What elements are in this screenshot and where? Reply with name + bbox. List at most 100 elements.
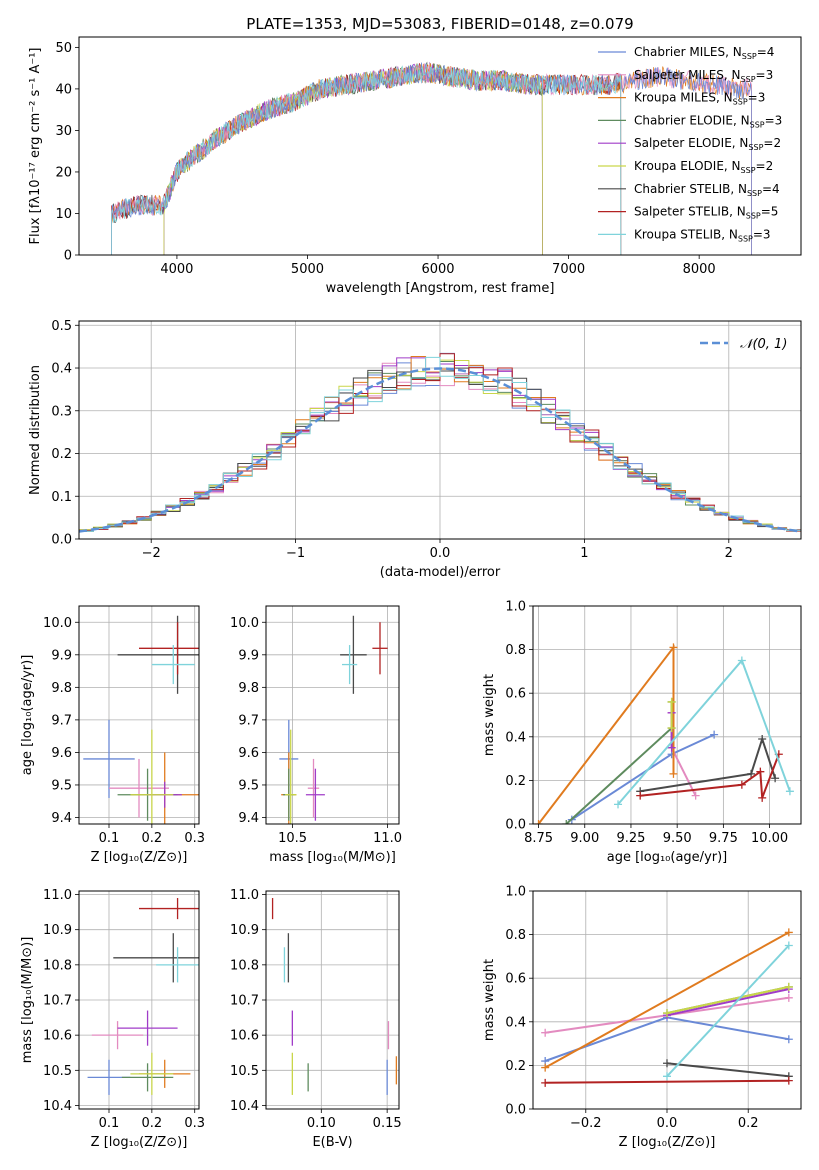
- weight-point-marker: [667, 697, 676, 706]
- weight-point-marker: [758, 793, 767, 802]
- y-tick-label: 0.8: [505, 643, 526, 658]
- legend-label-main: Kroupa STELIB, N: [634, 227, 738, 241]
- y-tick-label: 0.8: [505, 928, 526, 943]
- legend-entry-8: Kroupa STELIB, NSSP=3: [598, 227, 771, 243]
- weight-point-marker: [784, 928, 793, 937]
- data-point: [305, 768, 325, 821]
- y-tick-label: 0.0: [505, 818, 526, 833]
- x-axis-label: Z [log₁₀(Z/Z⊙)]: [619, 1135, 716, 1150]
- weight-series-line: [544, 931, 790, 1069]
- legend-label-end: =2: [763, 136, 781, 150]
- plot-area-age_vs_Z: [83, 615, 199, 824]
- y-axis-label: Flux [fλ10⁻¹⁷ erg cm⁻² s⁻¹ A⁻¹]: [28, 48, 43, 245]
- y-axis-label: age [log₁₀(age/yr)]: [20, 655, 35, 776]
- weight-series-line: [666, 988, 790, 1017]
- weight-point-marker: [784, 1035, 793, 1044]
- weight-point-marker: [785, 787, 794, 796]
- weight-point-marker: [691, 791, 700, 800]
- data-point: [117, 1010, 178, 1046]
- y-tick-label: 0.0: [505, 1103, 526, 1118]
- legend-label-end: =4: [762, 182, 780, 196]
- legend-label: Salpeter ELODIE, NSSP=2: [634, 136, 781, 152]
- legend-label-end: =3: [753, 227, 771, 241]
- y-tick-label: 9.6: [238, 746, 259, 761]
- axes-frame: [532, 605, 802, 825]
- y-tick-label: 0.6: [505, 972, 526, 987]
- weight-point-marker: [663, 1009, 671, 1018]
- x-tick-label: 0.2: [738, 1116, 759, 1131]
- plot-area-mass_vs_Z: [87, 898, 199, 1095]
- panel-age_vs_mass: 10.5 11.0 9.4 9.5 9.6 9.7 9.8 9.9 10.0 mass [log₁…: [230, 605, 402, 865]
- weight-point-marker: [771, 774, 780, 783]
- x-tick-label: 0.3: [184, 1116, 205, 1131]
- y-tick-label: 9.7: [238, 713, 259, 728]
- legend-label: Kroupa MILES, NSSP=3: [634, 91, 765, 107]
- histogram-8: [79, 356, 801, 539]
- y-tick-label: 0: [64, 249, 72, 264]
- y-tick-label: 9.9: [238, 648, 259, 663]
- data-point: [151, 645, 195, 685]
- y-tick-label: 9.5: [238, 778, 259, 793]
- y-tick-label: 10.9: [43, 923, 72, 938]
- data-point: [113, 933, 199, 983]
- weight-point-marker: [667, 743, 676, 752]
- x-axis-label: (data-model)/error: [380, 565, 501, 580]
- y-tick-label: 0.4: [505, 1015, 526, 1030]
- data-point: [156, 947, 199, 983]
- x-axis-label: age [log₁₀(age/yr)]: [607, 850, 728, 865]
- weight-series-line: [571, 733, 715, 821]
- legend-entry-1: Salpeter MILES, NSSP=3: [598, 68, 773, 84]
- residual-legend: 𝒩(0, 1): [700, 337, 787, 352]
- y-axis-label: mass [log₁₀(M/M⊙)]: [20, 937, 35, 1064]
- weight-point-marker: [756, 767, 765, 776]
- weight-series-line: [640, 735, 777, 793]
- legend-entry-0: Chabrier MILES, NSSP=4: [598, 45, 774, 61]
- legend-label-sub: SSP: [738, 234, 753, 243]
- legend-label-main: Chabrier MILES, N: [634, 45, 742, 59]
- y-tick-label: 10.6: [230, 1029, 259, 1044]
- weight-point-marker: [541, 1078, 550, 1087]
- data-point: [139, 622, 199, 675]
- y-tick-label: 9.7: [51, 713, 72, 728]
- spectrum-line-4: [163, 61, 543, 255]
- weight-point-marker: [669, 643, 678, 652]
- weight-series-line: [666, 985, 790, 1015]
- panel-weight_vs_Z: −0.2 0.0 0.2 0.0 0.2 0.4 0.6 0.8 1.0 Z [log₁₀(Z/Z…: [482, 885, 802, 1150]
- x-tick-label: 0.0: [430, 546, 451, 561]
- y-tick-label: 9.5: [51, 778, 72, 793]
- y-axis-label: mass weight: [482, 674, 497, 756]
- weight-point-marker: [663, 1072, 671, 1081]
- x-tick-label: 0.2: [142, 1116, 163, 1131]
- y-tick-label: 50: [55, 41, 72, 56]
- plot-area-spectrum: [111, 61, 752, 255]
- data-point: [130, 729, 174, 824]
- legend-label: 𝒩(0, 1): [740, 337, 787, 352]
- weight-point-marker: [534, 820, 543, 824]
- weight-point-marker: [541, 1063, 550, 1072]
- y-tick-label: 10.9: [230, 923, 259, 938]
- legend-label-end: =5: [761, 205, 779, 219]
- spectrum-line-8: [111, 63, 622, 255]
- y-tick-label: 9.8: [238, 681, 259, 696]
- y-tick-label: 10.4: [43, 1099, 72, 1114]
- weight-series-line: [617, 658, 791, 806]
- legend-label-sub: SSP: [741, 75, 756, 84]
- x-axis-label: mass [log₁₀(M/M⊙)]: [269, 850, 396, 865]
- weight-point-marker: [541, 1028, 550, 1037]
- weight-point-marker: [636, 791, 645, 800]
- y-tick-label: 10.6: [43, 1029, 72, 1044]
- y-tick-label: 10.7: [230, 994, 259, 1009]
- y-tick-label: 0.4: [505, 730, 526, 745]
- weight-point-marker: [663, 1059, 671, 1068]
- x-tick-label: 9.75: [709, 831, 738, 846]
- legend-entry-5: Kroupa ELODIE, NSSP=2: [598, 159, 773, 175]
- x-tick-label: 8.75: [524, 831, 553, 846]
- x-tick-label: 10.00: [751, 831, 788, 846]
- y-tick-label: 0.2: [505, 1059, 526, 1074]
- x-tick-label: 4000: [160, 262, 193, 277]
- y-tick-label: 11.0: [230, 888, 259, 903]
- axes-frame: [78, 605, 200, 825]
- weight-point-marker: [737, 656, 746, 665]
- y-tick-label: 9.4: [238, 811, 259, 826]
- weight-point-marker: [710, 730, 719, 739]
